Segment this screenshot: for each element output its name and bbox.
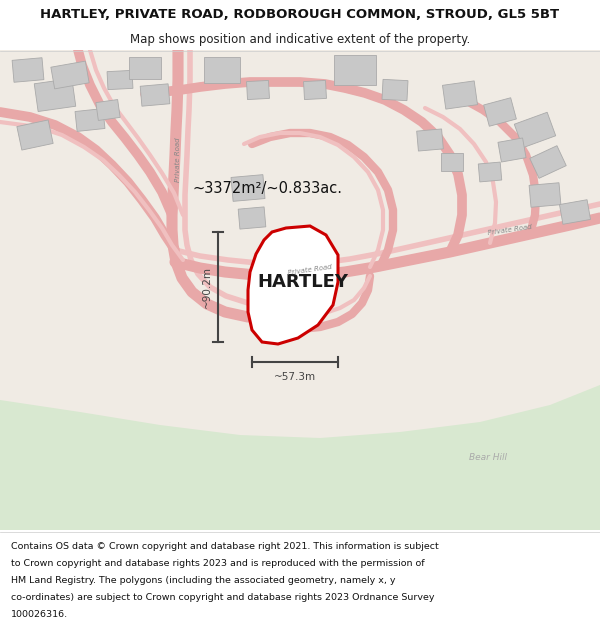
Polygon shape <box>0 50 600 530</box>
Polygon shape <box>12 58 44 82</box>
Polygon shape <box>530 146 566 178</box>
Text: 100026316.: 100026316. <box>11 609 68 619</box>
Polygon shape <box>514 112 556 148</box>
Polygon shape <box>204 57 240 83</box>
Polygon shape <box>75 109 105 131</box>
Text: Map shows position and indicative extent of the property.: Map shows position and indicative extent… <box>130 32 470 46</box>
Polygon shape <box>559 200 590 224</box>
Polygon shape <box>238 207 266 229</box>
Polygon shape <box>441 153 463 171</box>
Text: ~3372m²/~0.833ac.: ~3372m²/~0.833ac. <box>192 181 342 196</box>
Polygon shape <box>129 57 161 79</box>
Text: Private Road: Private Road <box>487 224 533 236</box>
Text: HARTLEY: HARTLEY <box>257 273 349 291</box>
Polygon shape <box>498 138 526 162</box>
Polygon shape <box>247 81 269 99</box>
Text: Private Road: Private Road <box>287 264 332 276</box>
Polygon shape <box>107 71 133 89</box>
Polygon shape <box>248 226 338 344</box>
Polygon shape <box>0 385 600 530</box>
Text: HM Land Registry. The polygons (including the associated geometry, namely x, y: HM Land Registry. The polygons (includin… <box>11 576 395 585</box>
Polygon shape <box>231 174 265 201</box>
Text: co-ordinates) are subject to Crown copyright and database rights 2023 Ordnance S: co-ordinates) are subject to Crown copyr… <box>11 592 434 602</box>
Polygon shape <box>34 79 76 111</box>
Polygon shape <box>334 55 376 85</box>
Polygon shape <box>416 129 443 151</box>
Polygon shape <box>17 120 53 150</box>
Text: ~57.3m: ~57.3m <box>274 372 316 382</box>
Text: Contains OS data © Crown copyright and database right 2021. This information is : Contains OS data © Crown copyright and d… <box>11 542 439 551</box>
Polygon shape <box>140 84 170 106</box>
Polygon shape <box>442 81 478 109</box>
Text: to Crown copyright and database rights 2023 and is reproduced with the permissio: to Crown copyright and database rights 2… <box>11 559 424 568</box>
Text: Bear Hill: Bear Hill <box>469 454 507 462</box>
Text: HARTLEY, PRIVATE ROAD, RODBOROUGH COMMON, STROUD, GL5 5BT: HARTLEY, PRIVATE ROAD, RODBOROUGH COMMON… <box>40 8 560 21</box>
Polygon shape <box>382 79 408 101</box>
Polygon shape <box>304 81 326 99</box>
Polygon shape <box>51 61 89 89</box>
Text: ~90.2m: ~90.2m <box>202 266 212 308</box>
Polygon shape <box>529 182 561 208</box>
Polygon shape <box>484 98 517 126</box>
Polygon shape <box>96 99 120 121</box>
Text: Private Road: Private Road <box>175 138 181 182</box>
Polygon shape <box>478 162 502 182</box>
